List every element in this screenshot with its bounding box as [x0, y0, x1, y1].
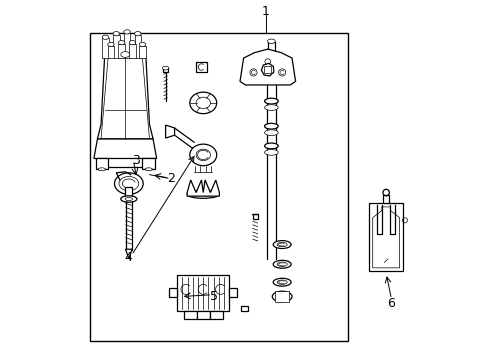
- Polygon shape: [195, 62, 207, 72]
- Ellipse shape: [114, 173, 143, 194]
- Text: 4: 4: [124, 251, 132, 264]
- Bar: [264, 66, 271, 73]
- Polygon shape: [261, 63, 273, 76]
- Bar: [368, 203, 403, 271]
- Text: 6: 6: [387, 297, 395, 310]
- Polygon shape: [142, 158, 155, 169]
- Bar: [241, 306, 247, 311]
- Bar: [125, 187, 132, 196]
- Ellipse shape: [113, 32, 119, 36]
- Ellipse shape: [98, 168, 105, 171]
- Ellipse shape: [129, 41, 135, 45]
- Ellipse shape: [272, 291, 291, 302]
- Bar: [267, 42, 274, 56]
- Bar: [113, 35, 119, 58]
- Ellipse shape: [139, 42, 145, 46]
- Polygon shape: [372, 207, 399, 268]
- Polygon shape: [94, 139, 156, 158]
- Ellipse shape: [118, 41, 124, 45]
- Bar: [163, 68, 168, 72]
- Ellipse shape: [264, 105, 278, 111]
- Bar: [107, 45, 114, 58]
- Ellipse shape: [119, 176, 139, 191]
- Text: 5: 5: [209, 290, 218, 303]
- Ellipse shape: [273, 260, 290, 268]
- Ellipse shape: [264, 143, 278, 149]
- Ellipse shape: [264, 149, 278, 155]
- Ellipse shape: [196, 149, 210, 161]
- Ellipse shape: [123, 30, 130, 34]
- Text: 2: 2: [167, 172, 175, 185]
- Ellipse shape: [189, 92, 216, 114]
- Ellipse shape: [121, 196, 137, 202]
- Ellipse shape: [196, 97, 210, 109]
- Ellipse shape: [189, 144, 216, 166]
- Bar: [183, 311, 196, 319]
- Bar: [177, 275, 229, 311]
- Ellipse shape: [264, 130, 278, 135]
- Ellipse shape: [187, 190, 219, 198]
- Ellipse shape: [107, 42, 114, 46]
- Ellipse shape: [267, 39, 275, 43]
- Ellipse shape: [273, 278, 290, 286]
- Bar: [102, 39, 108, 58]
- Ellipse shape: [277, 280, 286, 284]
- Bar: [90, 33, 348, 341]
- Ellipse shape: [162, 66, 168, 70]
- Bar: [129, 44, 135, 58]
- Bar: [383, 195, 388, 203]
- Ellipse shape: [145, 168, 152, 171]
- Text: 1: 1: [262, 5, 269, 18]
- Polygon shape: [97, 56, 153, 139]
- Bar: [229, 288, 237, 297]
- Bar: [196, 311, 209, 319]
- Ellipse shape: [121, 51, 129, 57]
- Ellipse shape: [134, 32, 141, 36]
- Text: 3: 3: [132, 154, 140, 167]
- Polygon shape: [240, 49, 295, 85]
- Bar: [139, 45, 145, 58]
- Bar: [118, 44, 124, 58]
- Ellipse shape: [264, 98, 278, 104]
- Bar: [274, 291, 289, 302]
- Polygon shape: [187, 180, 219, 196]
- Ellipse shape: [264, 123, 278, 129]
- Bar: [134, 35, 141, 58]
- Polygon shape: [96, 158, 108, 169]
- Polygon shape: [165, 125, 174, 138]
- Ellipse shape: [125, 197, 132, 201]
- Bar: [209, 311, 222, 319]
- Bar: [123, 33, 130, 58]
- Ellipse shape: [102, 35, 108, 40]
- Ellipse shape: [277, 242, 286, 247]
- Bar: [169, 288, 177, 297]
- Ellipse shape: [277, 262, 286, 266]
- Polygon shape: [125, 249, 132, 259]
- Bar: [252, 215, 257, 220]
- Ellipse shape: [273, 240, 290, 248]
